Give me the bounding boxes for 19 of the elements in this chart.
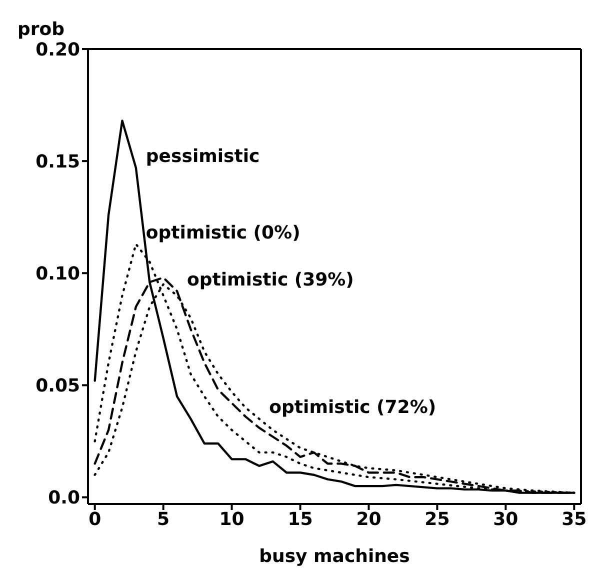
x-tick-label: 20 [356,508,382,530]
y-tick-label: 0.0 [48,488,80,509]
x-tick-label: 25 [424,508,450,530]
y-tick-label: 0.10 [36,264,80,285]
annotation: optimistic (72%) [269,397,436,418]
x-axis-title: busy machines [259,546,410,567]
x-tick-label: 15 [288,508,313,530]
y-tick-label: 0.05 [36,376,80,397]
annotation: optimistic (39%) [187,269,354,290]
x-tick-label: 0 [88,508,102,530]
annotation: optimistic (0%) [146,222,300,244]
x-tick-label: 30 [493,508,518,530]
annotation: pessimistic [146,146,260,168]
x-tick-label: 10 [219,508,244,530]
x-tick-label: 5 [157,508,170,530]
y-tick-label: 0.20 [36,39,80,60]
y-tick-label: 0.15 [36,151,80,172]
y-axis-title: prob [17,19,65,40]
x-tick-label: 35 [562,508,587,530]
